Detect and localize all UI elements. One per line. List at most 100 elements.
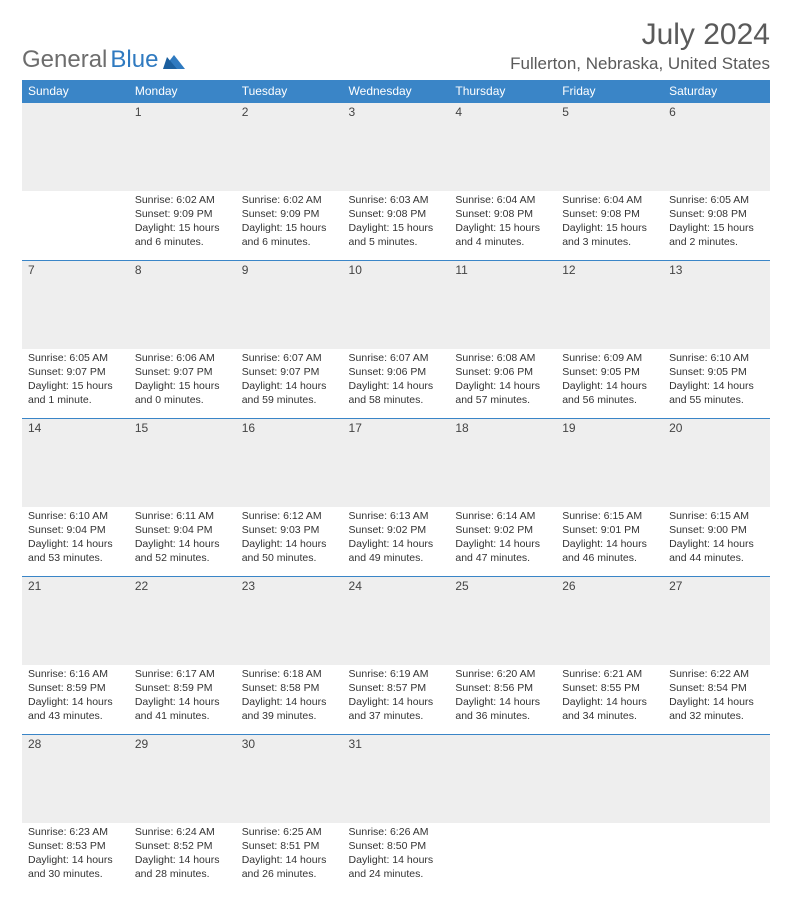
month-title: July 2024 xyxy=(510,18,770,52)
daylight-line: Daylight: 14 hours and 37 minutes. xyxy=(349,695,444,723)
day-number-cell: 29 xyxy=(129,735,236,823)
weekday-header: Monday xyxy=(129,80,236,103)
day-number-cell: 26 xyxy=(556,577,663,665)
day-number-row: 21222324252627 xyxy=(22,577,770,665)
sunrise-line: Sunrise: 6:02 AM xyxy=(242,193,337,207)
daylight-line: Daylight: 14 hours and 30 minutes. xyxy=(28,853,123,881)
day-number-cell: 17 xyxy=(343,419,450,507)
sunset-line: Sunset: 9:07 PM xyxy=(242,365,337,379)
sunrise-line: Sunrise: 6:26 AM xyxy=(349,825,444,839)
day-content-cell: Sunrise: 6:12 AMSunset: 9:03 PMDaylight:… xyxy=(236,507,343,577)
day-content-cell xyxy=(556,823,663,893)
sunset-line: Sunset: 9:02 PM xyxy=(455,523,550,537)
day-content-cell: Sunrise: 6:22 AMSunset: 8:54 PMDaylight:… xyxy=(663,665,770,735)
day-number-cell: 14 xyxy=(22,419,129,507)
header: GeneralBlue July 2024 Fullerton, Nebrask… xyxy=(22,18,770,74)
day-content-cell: Sunrise: 6:26 AMSunset: 8:50 PMDaylight:… xyxy=(343,823,450,893)
day-number-cell xyxy=(449,735,556,823)
day-content-cell: Sunrise: 6:02 AMSunset: 9:09 PMDaylight:… xyxy=(236,191,343,261)
day-number-cell: 4 xyxy=(449,103,556,191)
day-number-cell: 31 xyxy=(343,735,450,823)
sunset-line: Sunset: 9:07 PM xyxy=(135,365,230,379)
day-number-cell: 2 xyxy=(236,103,343,191)
daylight-line: Daylight: 14 hours and 24 minutes. xyxy=(349,853,444,881)
sunrise-line: Sunrise: 6:25 AM xyxy=(242,825,337,839)
sunrise-line: Sunrise: 6:19 AM xyxy=(349,667,444,681)
daylight-line: Daylight: 15 hours and 2 minutes. xyxy=(669,221,764,249)
daylight-line: Daylight: 14 hours and 50 minutes. xyxy=(242,537,337,565)
sunset-line: Sunset: 9:03 PM xyxy=(242,523,337,537)
day-number-cell: 16 xyxy=(236,419,343,507)
day-content-cell: Sunrise: 6:03 AMSunset: 9:08 PMDaylight:… xyxy=(343,191,450,261)
day-content-cell: Sunrise: 6:04 AMSunset: 9:08 PMDaylight:… xyxy=(556,191,663,261)
daylight-line: Daylight: 14 hours and 26 minutes. xyxy=(242,853,337,881)
day-number-row: 78910111213 xyxy=(22,261,770,349)
day-number-cell: 9 xyxy=(236,261,343,349)
sunset-line: Sunset: 8:59 PM xyxy=(28,681,123,695)
sunset-line: Sunset: 9:09 PM xyxy=(135,207,230,221)
sunrise-line: Sunrise: 6:10 AM xyxy=(669,351,764,365)
day-content-cell: Sunrise: 6:10 AMSunset: 9:05 PMDaylight:… xyxy=(663,349,770,419)
sunrise-line: Sunrise: 6:12 AM xyxy=(242,509,337,523)
brand-logo: GeneralBlue xyxy=(22,46,185,74)
sunrise-line: Sunrise: 6:05 AM xyxy=(669,193,764,207)
day-number-cell: 18 xyxy=(449,419,556,507)
day-number-cell: 30 xyxy=(236,735,343,823)
day-number-cell: 27 xyxy=(663,577,770,665)
daylight-line: Daylight: 14 hours and 32 minutes. xyxy=(669,695,764,723)
day-number-cell: 24 xyxy=(343,577,450,665)
daylight-line: Daylight: 14 hours and 53 minutes. xyxy=(28,537,123,565)
day-number-cell: 12 xyxy=(556,261,663,349)
day-content-cell xyxy=(663,823,770,893)
sunset-line: Sunset: 8:58 PM xyxy=(242,681,337,695)
daylight-line: Daylight: 15 hours and 5 minutes. xyxy=(349,221,444,249)
day-content-row: Sunrise: 6:05 AMSunset: 9:07 PMDaylight:… xyxy=(22,349,770,419)
weekday-header: Thursday xyxy=(449,80,556,103)
sunset-line: Sunset: 8:50 PM xyxy=(349,839,444,853)
weekday-header: Saturday xyxy=(663,80,770,103)
sunrise-line: Sunrise: 6:17 AM xyxy=(135,667,230,681)
day-content-cell: Sunrise: 6:02 AMSunset: 9:09 PMDaylight:… xyxy=(129,191,236,261)
sunrise-line: Sunrise: 6:08 AM xyxy=(455,351,550,365)
weekday-header: Wednesday xyxy=(343,80,450,103)
sunrise-line: Sunrise: 6:15 AM xyxy=(669,509,764,523)
sunset-line: Sunset: 8:55 PM xyxy=(562,681,657,695)
day-number-cell: 20 xyxy=(663,419,770,507)
sunset-line: Sunset: 9:06 PM xyxy=(455,365,550,379)
daylight-line: Daylight: 14 hours and 39 minutes. xyxy=(242,695,337,723)
daylight-line: Daylight: 14 hours and 36 minutes. xyxy=(455,695,550,723)
daylight-line: Daylight: 15 hours and 0 minutes. xyxy=(135,379,230,407)
daylight-line: Daylight: 14 hours and 41 minutes. xyxy=(135,695,230,723)
day-content-cell: Sunrise: 6:05 AMSunset: 9:08 PMDaylight:… xyxy=(663,191,770,261)
sunset-line: Sunset: 9:05 PM xyxy=(669,365,764,379)
sunset-line: Sunset: 9:07 PM xyxy=(28,365,123,379)
day-number-cell: 6 xyxy=(663,103,770,191)
day-content-cell: Sunrise: 6:21 AMSunset: 8:55 PMDaylight:… xyxy=(556,665,663,735)
day-content-row: Sunrise: 6:16 AMSunset: 8:59 PMDaylight:… xyxy=(22,665,770,735)
day-number-cell: 21 xyxy=(22,577,129,665)
day-content-cell: Sunrise: 6:07 AMSunset: 9:06 PMDaylight:… xyxy=(343,349,450,419)
sunrise-line: Sunrise: 6:05 AM xyxy=(28,351,123,365)
day-content-cell: Sunrise: 6:19 AMSunset: 8:57 PMDaylight:… xyxy=(343,665,450,735)
sunrise-line: Sunrise: 6:13 AM xyxy=(349,509,444,523)
calendar-page: GeneralBlue July 2024 Fullerton, Nebrask… xyxy=(0,0,792,905)
day-content-cell: Sunrise: 6:20 AMSunset: 8:56 PMDaylight:… xyxy=(449,665,556,735)
day-content-cell: Sunrise: 6:16 AMSunset: 8:59 PMDaylight:… xyxy=(22,665,129,735)
sunrise-line: Sunrise: 6:18 AM xyxy=(242,667,337,681)
location: Fullerton, Nebraska, United States xyxy=(510,54,770,74)
day-number-cell: 13 xyxy=(663,261,770,349)
day-content-cell: Sunrise: 6:24 AMSunset: 8:52 PMDaylight:… xyxy=(129,823,236,893)
day-number-cell xyxy=(556,735,663,823)
day-number-cell: 10 xyxy=(343,261,450,349)
day-content-cell: Sunrise: 6:10 AMSunset: 9:04 PMDaylight:… xyxy=(22,507,129,577)
sunrise-line: Sunrise: 6:04 AM xyxy=(562,193,657,207)
day-content-cell: Sunrise: 6:11 AMSunset: 9:04 PMDaylight:… xyxy=(129,507,236,577)
day-content-row: Sunrise: 6:10 AMSunset: 9:04 PMDaylight:… xyxy=(22,507,770,577)
day-number-cell xyxy=(22,103,129,191)
day-number-cell: 22 xyxy=(129,577,236,665)
day-content-cell: Sunrise: 6:08 AMSunset: 9:06 PMDaylight:… xyxy=(449,349,556,419)
day-content-cell: Sunrise: 6:15 AMSunset: 9:00 PMDaylight:… xyxy=(663,507,770,577)
daylight-line: Daylight: 14 hours and 57 minutes. xyxy=(455,379,550,407)
sunrise-line: Sunrise: 6:10 AM xyxy=(28,509,123,523)
day-number-cell: 5 xyxy=(556,103,663,191)
